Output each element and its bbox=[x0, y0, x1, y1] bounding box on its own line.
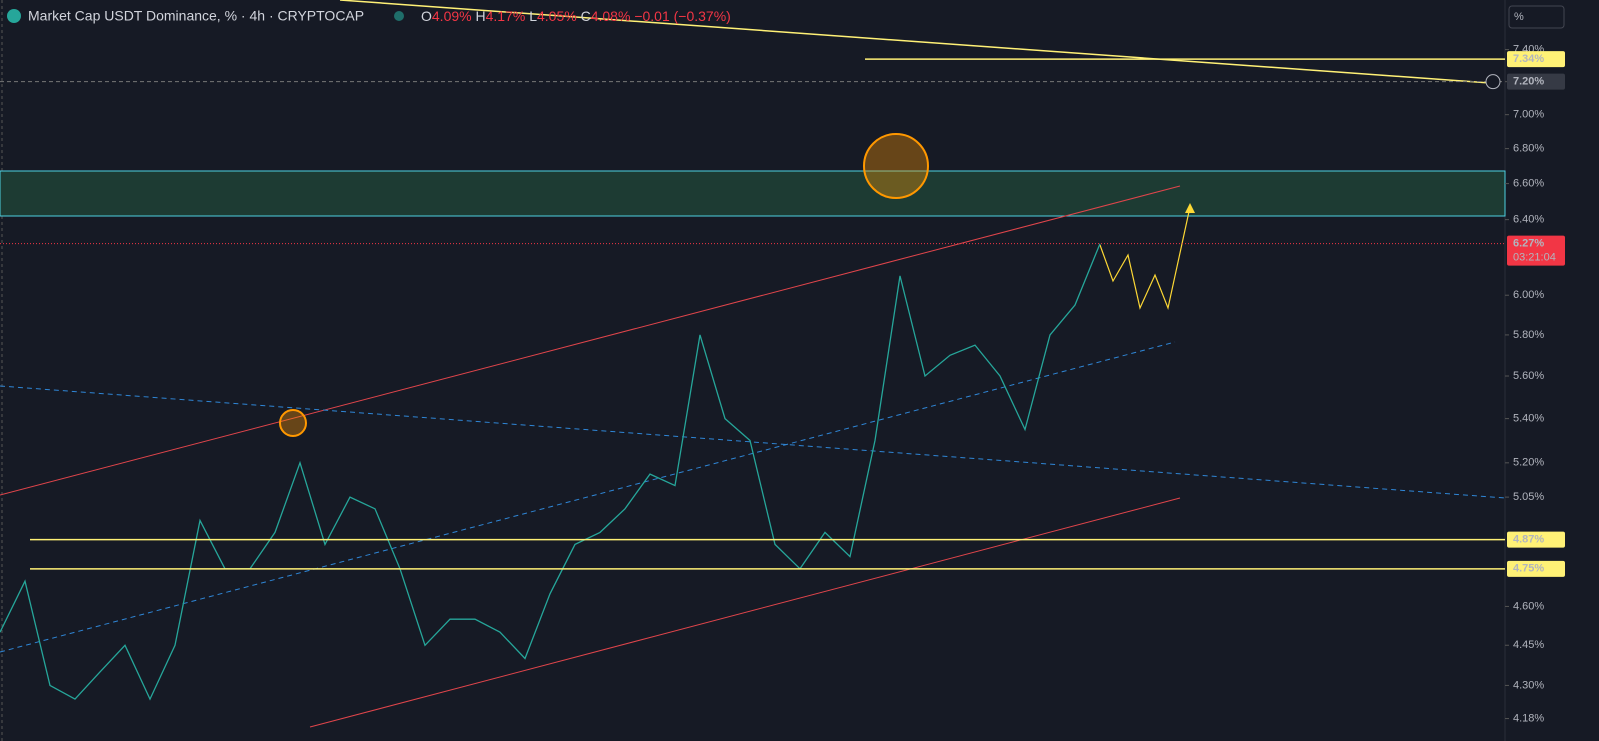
price-line bbox=[0, 243, 1101, 701]
h-key: H bbox=[475, 8, 485, 24]
crosshair-badge bbox=[1507, 73, 1565, 90]
plot bbox=[0, 0, 1506, 728]
y-tick-label: 6.00% bbox=[1513, 289, 1544, 301]
level-label: 4.75% bbox=[1513, 563, 1544, 575]
highlight-circle bbox=[279, 409, 307, 437]
y-tick-label: 5.60% bbox=[1513, 370, 1544, 382]
c-key: C bbox=[581, 8, 591, 24]
level-badge bbox=[1507, 531, 1565, 548]
highlight-circle bbox=[863, 133, 929, 199]
ohlc: O4.09% H4.17% L4.05% C4.08% −0.01 (−0.37… bbox=[421, 8, 731, 24]
channel-bottom bbox=[309, 497, 1181, 728]
y-tick-label: 6.80% bbox=[1513, 143, 1544, 155]
level-badge bbox=[1507, 560, 1565, 577]
o-value: 4.09% bbox=[432, 8, 472, 24]
y-tick-label: 6.60% bbox=[1513, 177, 1544, 189]
mid-trend bbox=[0, 341, 1176, 653]
y-tick-label: 4.18% bbox=[1513, 712, 1544, 724]
y-tick-label: 4.45% bbox=[1513, 639, 1544, 651]
symbol-title: Market Cap USDT Dominance, % · 4h · CRYP… bbox=[28, 8, 364, 24]
projection-arrow bbox=[1185, 203, 1195, 213]
countdown: 03:21:04 bbox=[1513, 252, 1556, 264]
y-tick-label: 5.40% bbox=[1513, 413, 1544, 425]
level-label: 7.34% bbox=[1513, 53, 1544, 65]
scale-button[interactable] bbox=[1508, 5, 1565, 29]
last-price-badge bbox=[1507, 235, 1565, 266]
y-tick-label: 4.30% bbox=[1513, 679, 1544, 691]
change: −0.01 (−0.37%) bbox=[634, 8, 731, 24]
l-key: L bbox=[529, 8, 537, 24]
l-value: 4.05% bbox=[537, 8, 577, 24]
level-label: 4.87% bbox=[1513, 534, 1544, 546]
y-tick-label: 5.20% bbox=[1513, 457, 1544, 469]
status-dot bbox=[394, 11, 404, 21]
level-badge bbox=[1507, 51, 1565, 68]
symbol-icon bbox=[7, 9, 21, 23]
y-tick-label: 6.40% bbox=[1513, 214, 1544, 226]
y-tick-label: 7.00% bbox=[1513, 109, 1544, 121]
crosshair-label: 7.20% bbox=[1513, 76, 1544, 88]
scale-button-label[interactable]: % bbox=[1514, 11, 1524, 23]
h-value: 4.17% bbox=[486, 8, 526, 24]
o-key: O bbox=[421, 8, 432, 24]
y-tick-label: 5.80% bbox=[1513, 329, 1544, 341]
last-price-label: 6.27% bbox=[1513, 238, 1544, 250]
y-tick-label: 4.60% bbox=[1513, 600, 1544, 612]
supply-zone bbox=[0, 170, 1506, 217]
c-value: 4.08% bbox=[591, 8, 631, 24]
channel-top bbox=[0, 185, 1181, 496]
y-tick-label: 5.05% bbox=[1513, 491, 1544, 503]
yellow-trend bbox=[339, 0, 1491, 84]
crosshair-plus bbox=[1485, 74, 1501, 90]
projection-path bbox=[1099, 206, 1191, 311]
